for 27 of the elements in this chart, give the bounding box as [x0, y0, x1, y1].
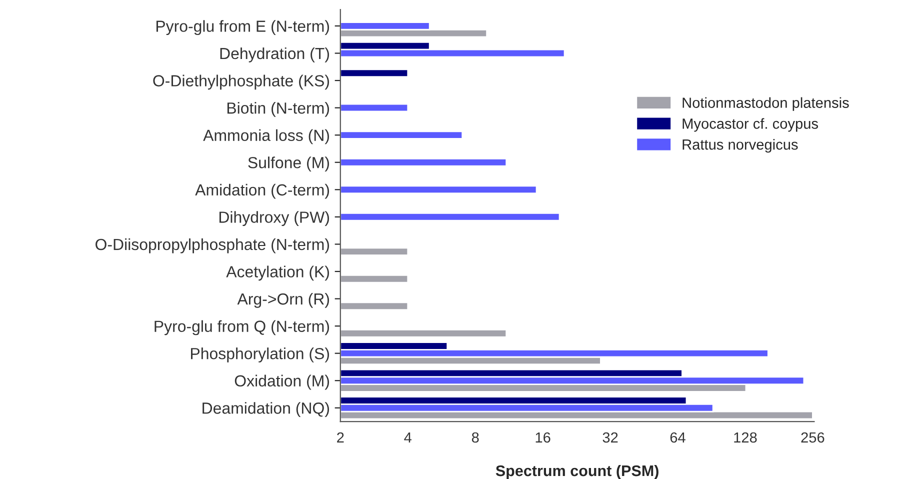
y-tick-label: Oxidation (M) [234, 374, 329, 390]
y-tick-label: Ammonia loss (N) [203, 129, 329, 144]
x-tick-label: 4 [404, 432, 412, 443]
legend-label: Myocastor cf. coypus [682, 118, 818, 132]
y-tick-label: O-Diisopropylphosphate (N-term) [96, 238, 330, 254]
x-tick-label: 256 [801, 432, 824, 443]
x-tick-label: 64 [670, 432, 686, 443]
legend-label: Rattus norvegicus [682, 139, 798, 153]
y-tick-label: Pyro-glu from E (N-term) [156, 20, 329, 36]
y-tick-label: Dehydration (T) [220, 47, 329, 62]
legend-label: Notionmastodon platensis [682, 97, 849, 111]
y-tick-label: O-Diethylphosphate (KS) [153, 74, 329, 90]
y-tick-label: Acetylation (K) [226, 266, 329, 281]
y-tick-label: Deamidation (NQ) [202, 402, 329, 417]
x-tick-label: 128 [734, 432, 757, 443]
x-tick-label: 32 [602, 432, 618, 443]
x-axis-title: Spectrum count (PSM) [496, 464, 658, 479]
y-tick-label: Phosphorylation (S) [191, 348, 329, 362]
x-tick-label: 16 [536, 432, 550, 443]
y-tick-label: Amidation (C-term) [195, 184, 329, 199]
y-tick-label: Dihydroxy (PW) [219, 211, 329, 226]
y-tick-label: Biotin (N-term) [227, 102, 329, 117]
y-tick-label: Arg->Orn (R) [237, 292, 329, 308]
y-tick-label: Pyro-glu from Q (N-term) [154, 320, 330, 336]
y-tick-label: Sulfone (M) [248, 156, 329, 172]
x-tick-label: 2 [337, 432, 344, 443]
x-tick-label: 8 [472, 432, 479, 443]
